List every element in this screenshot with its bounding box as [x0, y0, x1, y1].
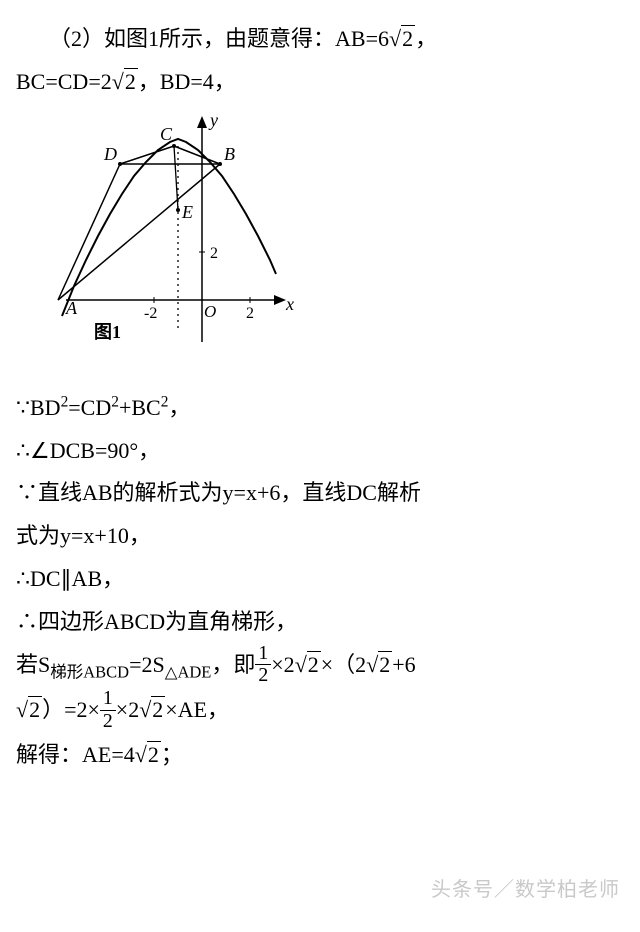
- comma: ，: [415, 26, 437, 51]
- line-trap: ∴四边形ABCD为直角梯形，: [16, 601, 624, 644]
- line-dcb: ∴∠DCB=90°，: [16, 430, 624, 473]
- sqrt-2: 2: [135, 734, 161, 777]
- text: [16, 26, 60, 51]
- text: （2）如图1所示，由题意得：: [60, 26, 335, 51]
- frac-half: 12: [255, 643, 271, 688]
- line-if-2: 2）=2×12×22×AE，: [16, 689, 624, 734]
- sub-trap: 梯形ABCD: [50, 662, 129, 681]
- sqrt-2: 2: [112, 61, 138, 104]
- sub-ade: △ADE: [165, 662, 212, 681]
- svg-text:O: O: [204, 302, 216, 321]
- figure-label: 图1: [94, 322, 121, 342]
- line-ab-expr-a: ∵直线AB的解析式为y=x+6，直线DC解析: [16, 472, 624, 515]
- watermark: 头条号／数学柏老师: [431, 871, 620, 910]
- frac-half: 12: [100, 688, 116, 733]
- chart-svg: x y -2 2 2 O x y -2 2 2 O A D C B E 图1: [52, 110, 296, 362]
- svg-text:E: E: [181, 202, 193, 222]
- expr-bd: ，BD=4，: [138, 69, 236, 94]
- sqrt-2: 2: [139, 689, 165, 732]
- sqrt-2: 2: [295, 644, 321, 687]
- line-solve: 解得：AE=42；: [16, 734, 624, 777]
- svg-text:D: D: [103, 144, 117, 164]
- line-if: 若S梯形ABCD=2S△ADE，即12×22×（22+6: [16, 644, 624, 689]
- sqrt-2: 2: [389, 18, 415, 61]
- svg-text:A: A: [65, 298, 78, 318]
- sqrt-2: 2: [366, 644, 392, 687]
- svg-text:B: B: [224, 144, 235, 164]
- paragraph-2: BC=CD=22，BD=4，: [16, 61, 624, 104]
- figure-1: x y -2 2 2 O x y -2 2 2 O A D C B E 图1: [52, 110, 624, 377]
- line-bd2: ∵BD2=CD2+BC2，: [16, 387, 624, 430]
- svg-text:2: 2: [246, 305, 254, 322]
- sqrt-2: 2: [16, 689, 42, 732]
- svg-text:C: C: [160, 124, 173, 144]
- paragraph-1: （2）如图1所示，由题意得：AB=62，: [16, 18, 624, 61]
- line-ab-expr-b: 式为y=x+10，: [16, 515, 624, 558]
- expr-ab: AB=6: [335, 26, 389, 51]
- svg-text:y: y: [208, 110, 218, 130]
- expr-bccd: BC=CD=2: [16, 69, 112, 94]
- svg-text:2: 2: [210, 245, 218, 262]
- svg-text:-2: -2: [144, 305, 157, 322]
- line-parallel: ∴DC∥AB，: [16, 558, 624, 601]
- svg-text:x: x: [285, 294, 294, 314]
